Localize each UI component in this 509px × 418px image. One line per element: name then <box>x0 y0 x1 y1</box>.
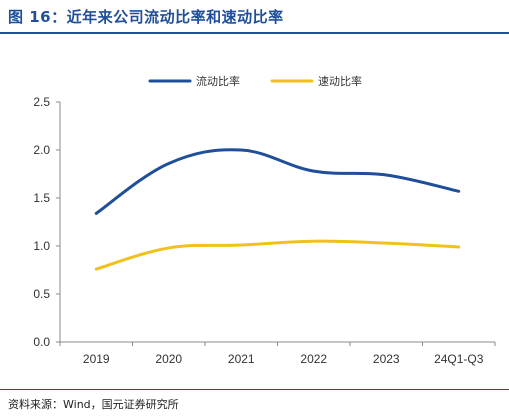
source-note: 资料来源：Wind，国元证券研究所 <box>8 398 179 411</box>
y-tick-label: 1.0 <box>33 239 50 253</box>
series-line-2 <box>94 239 461 271</box>
y-tick-label: 2.0 <box>33 143 50 157</box>
y-tick-label: 1.5 <box>33 191 50 205</box>
x-tick-label: 2019 <box>83 352 110 366</box>
x-tick-label: 2021 <box>228 352 255 366</box>
x-tick-label: 2023 <box>373 352 400 366</box>
title-rule <box>0 32 509 34</box>
series-line-1 <box>94 148 461 215</box>
source-rule <box>0 389 509 390</box>
figure-title: 图 16：近年来公司流动比率和速动比率 <box>8 8 284 26</box>
y-tick-label: 0.0 <box>33 335 50 349</box>
x-tick-label: 24Q1-Q3 <box>434 352 484 366</box>
y-tick-label: 0.5 <box>33 287 50 301</box>
x-tick-label: 2022 <box>300 352 327 366</box>
y-tick-label: 2.5 <box>33 95 50 109</box>
legend-label-2: 速动比率 <box>318 74 362 88</box>
x-tick-label: 2020 <box>155 352 182 366</box>
legend-label-1: 流动比率 <box>196 74 240 88</box>
line-chart: 0.0 0.5 1.0 1.5 2.0 2.5 2019 2020 2021 2022 2023 24… <box>33 74 496 366</box>
